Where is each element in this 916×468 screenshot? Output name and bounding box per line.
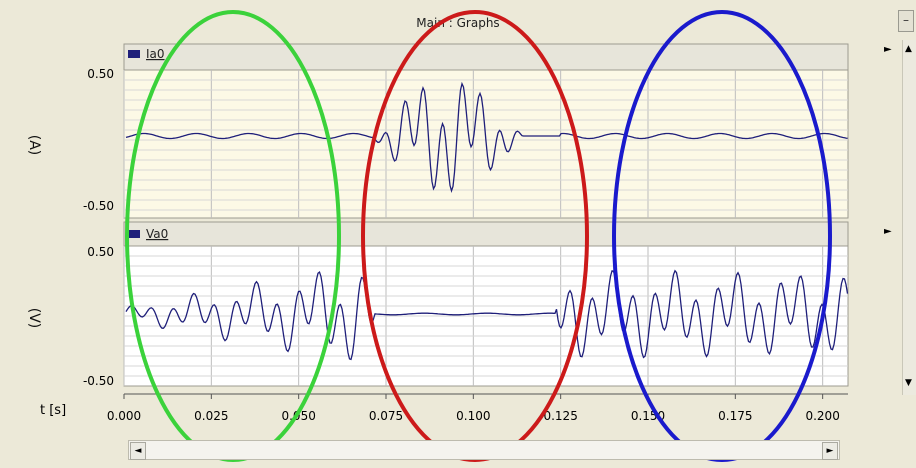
x-axis-label: t [s] <box>40 403 66 418</box>
legend-label-ia0[interactable]: Ia0 <box>146 47 165 61</box>
y-tick-top-va0: 0.50 <box>87 245 114 259</box>
scroll-left-button[interactable]: ◄ <box>130 442 146 460</box>
red-ellipse-annotation <box>361 10 589 462</box>
waveform-va0 <box>125 269 849 361</box>
scroll-down-icon[interactable]: ▼ <box>905 378 912 388</box>
y-tick-bottom-va0: -0.50 <box>83 374 114 388</box>
x-tick-label: 0.000 <box>107 409 141 423</box>
x-axis: 0.000 0.025 0.050 0.075 0.100 0.125 0.150 0.175… <box>40 393 848 423</box>
y-unit-label-ia0: (A) <box>26 135 42 156</box>
y-tick-top-ia0: 0.50 <box>87 67 114 81</box>
grid-va0 <box>123 246 848 386</box>
vertical-scrollbar[interactable]: ▲ ▼ <box>902 40 916 395</box>
y-unit-label-va0: (V) <box>26 308 42 329</box>
x-tick-label: 0.100 <box>456 409 490 423</box>
scroll-up-icon[interactable]: ▲ <box>905 44 912 54</box>
x-tick-label: 0.200 <box>805 409 839 423</box>
legend-swatch-ia0 <box>128 50 140 58</box>
graph-menu-arrow-va0[interactable]: ► <box>884 226 892 237</box>
green-ellipse-annotation <box>125 10 341 462</box>
x-tick-label: 0.075 <box>369 409 403 423</box>
scroll-right-button[interactable]: ► <box>822 442 838 460</box>
graph-panel-ia0: Ia0 0.50 -0.50 (A) ► <box>26 43 892 219</box>
x-tick-label: 0.025 <box>194 409 228 423</box>
graph-menu-arrow-ia0[interactable]: ► <box>884 44 892 55</box>
legend-label-va0[interactable]: Va0 <box>146 227 168 241</box>
legend-swatch-va0 <box>128 230 140 238</box>
x-tick-label: 0.125 <box>543 409 577 423</box>
y-tick-bottom-ia0: -0.50 <box>83 199 114 213</box>
waveform-ia0 <box>125 81 848 194</box>
x-tick-label: 0.175 <box>718 409 752 423</box>
graph-panel-va0: Va0 0.50 -0.50 (V) ► <box>26 221 892 388</box>
x-tick-label: 0.050 <box>281 409 315 423</box>
blue-ellipse-annotation <box>612 10 832 462</box>
horizontal-scrollbar[interactable]: ◄ ► <box>128 440 840 460</box>
minimize-button[interactable]: – <box>898 10 914 32</box>
